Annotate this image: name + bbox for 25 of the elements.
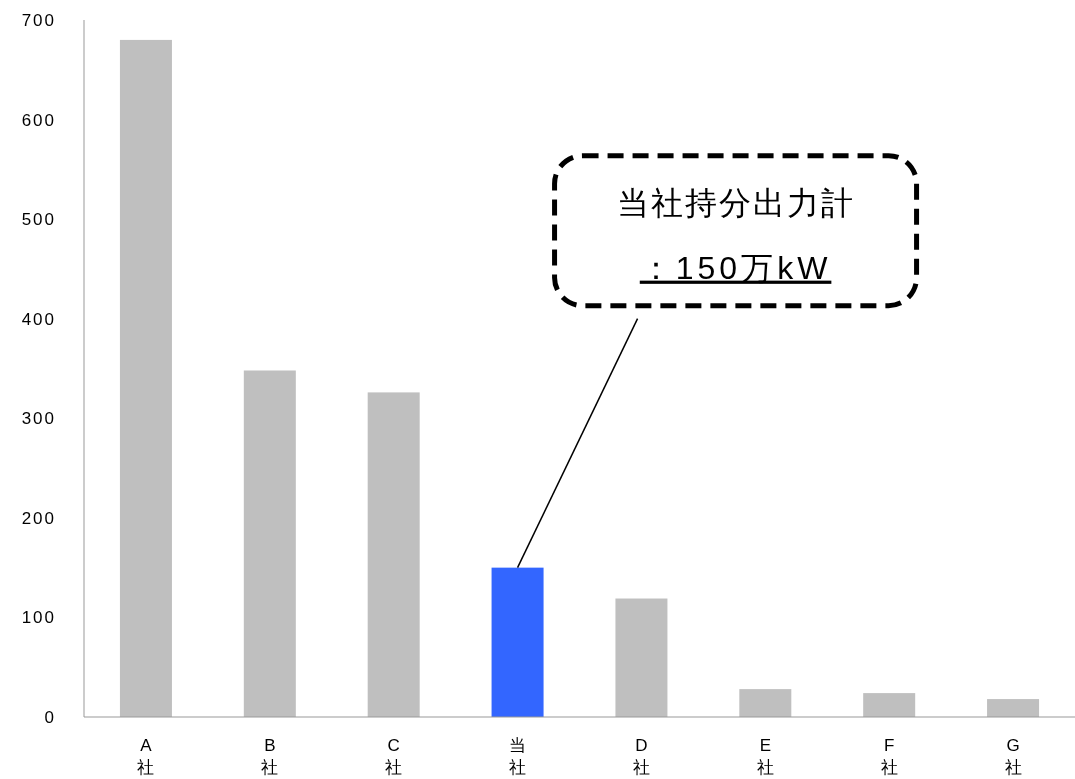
y-tick-label: 200 xyxy=(21,508,56,528)
bar xyxy=(119,39,172,717)
x-tick-label: F社 xyxy=(880,736,898,777)
annotation: 当社持分出力計：150万kW xyxy=(616,184,855,286)
bar xyxy=(987,699,1040,717)
bar xyxy=(615,598,668,717)
x-tick-label: 当社 xyxy=(509,736,527,777)
bar xyxy=(739,689,792,717)
y-tick-label: 400 xyxy=(21,309,56,329)
bar xyxy=(491,567,544,717)
x-tick-label: E社 xyxy=(756,736,774,777)
y-tick-label: 700 xyxy=(21,11,56,30)
bar xyxy=(367,392,420,717)
x-tick-label: B社 xyxy=(261,736,279,777)
y-tick-label: 100 xyxy=(21,608,56,628)
bar xyxy=(863,693,916,717)
x-tick-label: G社 xyxy=(1004,736,1022,777)
y-tick-label: 300 xyxy=(21,409,56,429)
y-tick-label: 600 xyxy=(21,110,56,130)
y-tick-label: 0 xyxy=(44,708,56,727)
x-tick-label: A社 xyxy=(137,736,155,777)
x-tick-label: C社 xyxy=(385,736,403,777)
bar xyxy=(243,370,296,717)
y-tick-label: 500 xyxy=(21,210,56,230)
x-tick-label: D社 xyxy=(632,736,650,777)
